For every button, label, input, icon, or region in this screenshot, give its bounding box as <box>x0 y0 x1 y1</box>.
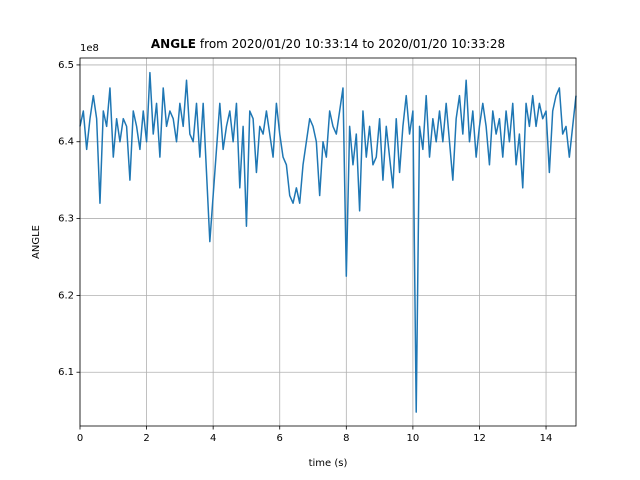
x-tick-label: 2 <box>143 433 149 444</box>
title-bold: ANGLE <box>151 37 196 51</box>
y-axis-label: ANGLE <box>31 225 42 259</box>
y-tick-label: 6.2 <box>58 290 74 301</box>
x-axis-label: time (s) <box>309 458 348 469</box>
axes-frame <box>79 57 577 427</box>
title-text: from 2020/01/20 10:33:14 to 2020/01/20 1… <box>200 37 505 51</box>
x-tick-label: 8 <box>343 433 349 444</box>
y-tick-label: 6.3 <box>58 214 74 225</box>
y-tick-label: 6.5 <box>58 60 74 71</box>
y-tick-label: 6.4 <box>58 137 74 148</box>
y-offset-label: 1e8 <box>80 43 99 54</box>
x-tick-label: 12 <box>473 433 486 444</box>
x-tick-label: 10 <box>407 433 420 444</box>
x-tick-label: 14 <box>540 433 553 444</box>
chart-title: ANGLE from 2020/01/20 10:33:14 to 2020/01… <box>151 37 505 51</box>
x-tick-label: 4 <box>210 433 216 444</box>
y-tick-label: 6.1 <box>58 367 74 378</box>
data-line <box>79 71 577 413</box>
x-tick-label: 6 <box>277 433 283 444</box>
x-tick-label: 0 <box>77 433 83 444</box>
